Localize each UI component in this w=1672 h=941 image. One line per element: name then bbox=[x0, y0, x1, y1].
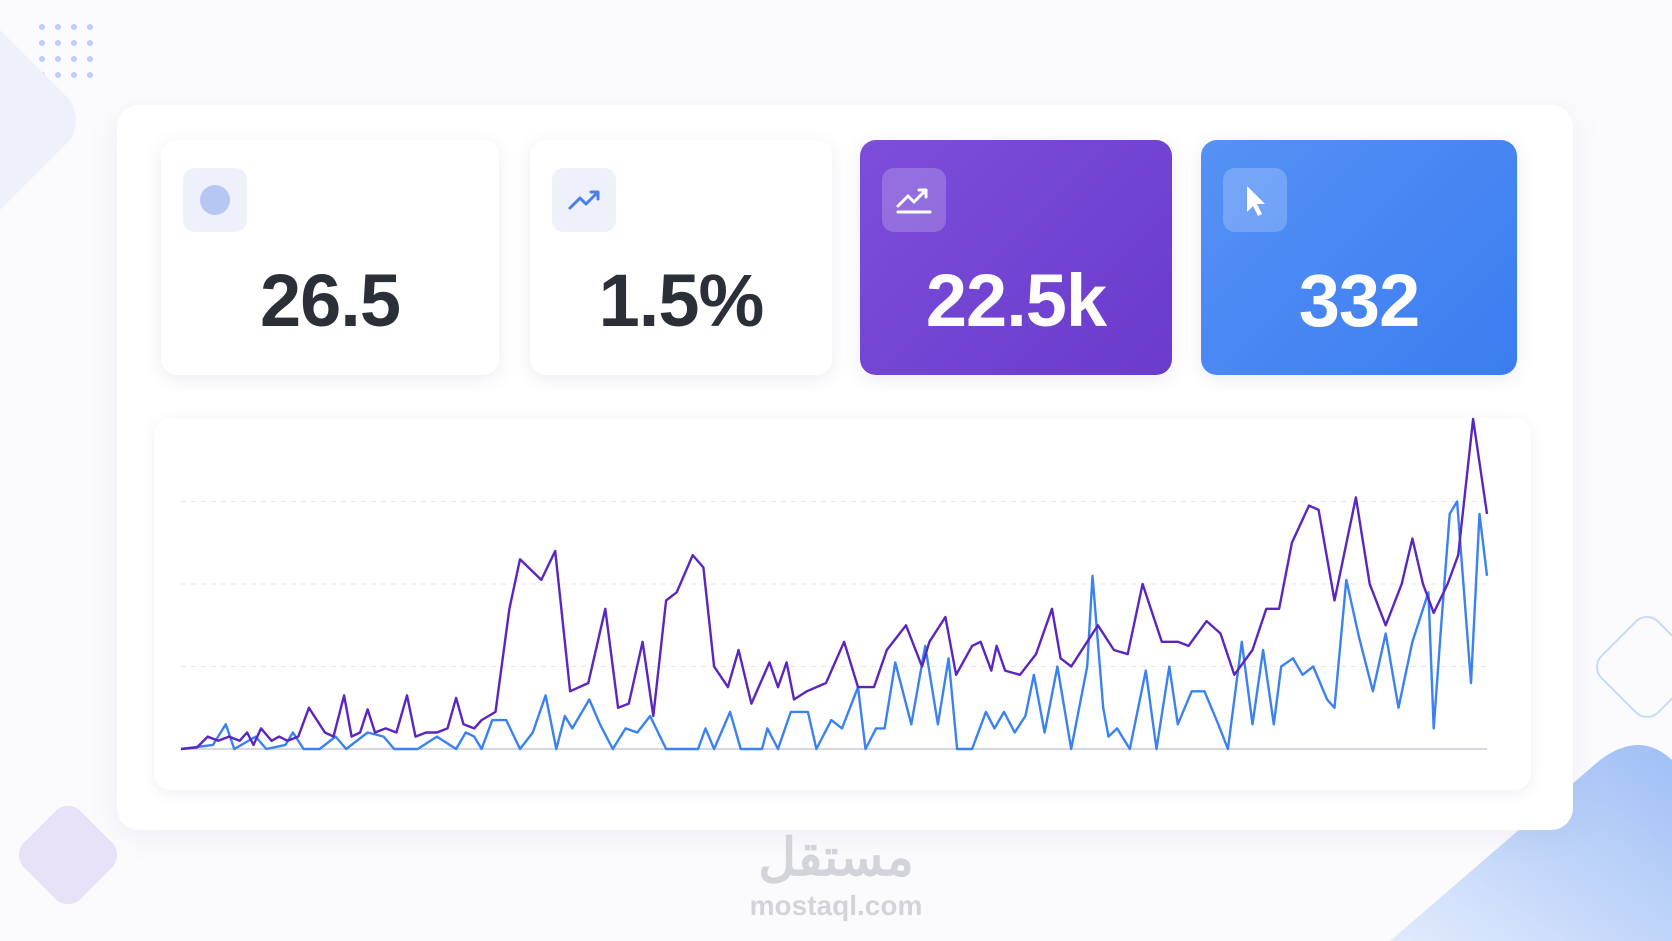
stat-card: 26.5 bbox=[161, 140, 499, 375]
stat-card: 1.5% bbox=[530, 140, 832, 375]
watermark-url: mostaql.com bbox=[749, 890, 923, 921]
icon bbox=[552, 168, 616, 232]
stat-value: 1.5% bbox=[598, 259, 765, 342]
stat-value: 332 bbox=[1298, 259, 1420, 342]
watermark-logo: مستقل bbox=[758, 829, 914, 887]
series-line bbox=[180, 417, 1489, 751]
stat-card: 22.5k bbox=[860, 140, 1172, 375]
stat-card: 332 bbox=[1201, 140, 1517, 375]
stat-value: 22.5k bbox=[925, 259, 1107, 342]
icon bbox=[882, 168, 946, 232]
series-line bbox=[180, 500, 1489, 751]
icon bbox=[1223, 168, 1287, 232]
icon bbox=[183, 168, 247, 232]
stat-value: 26.5 bbox=[259, 259, 401, 342]
